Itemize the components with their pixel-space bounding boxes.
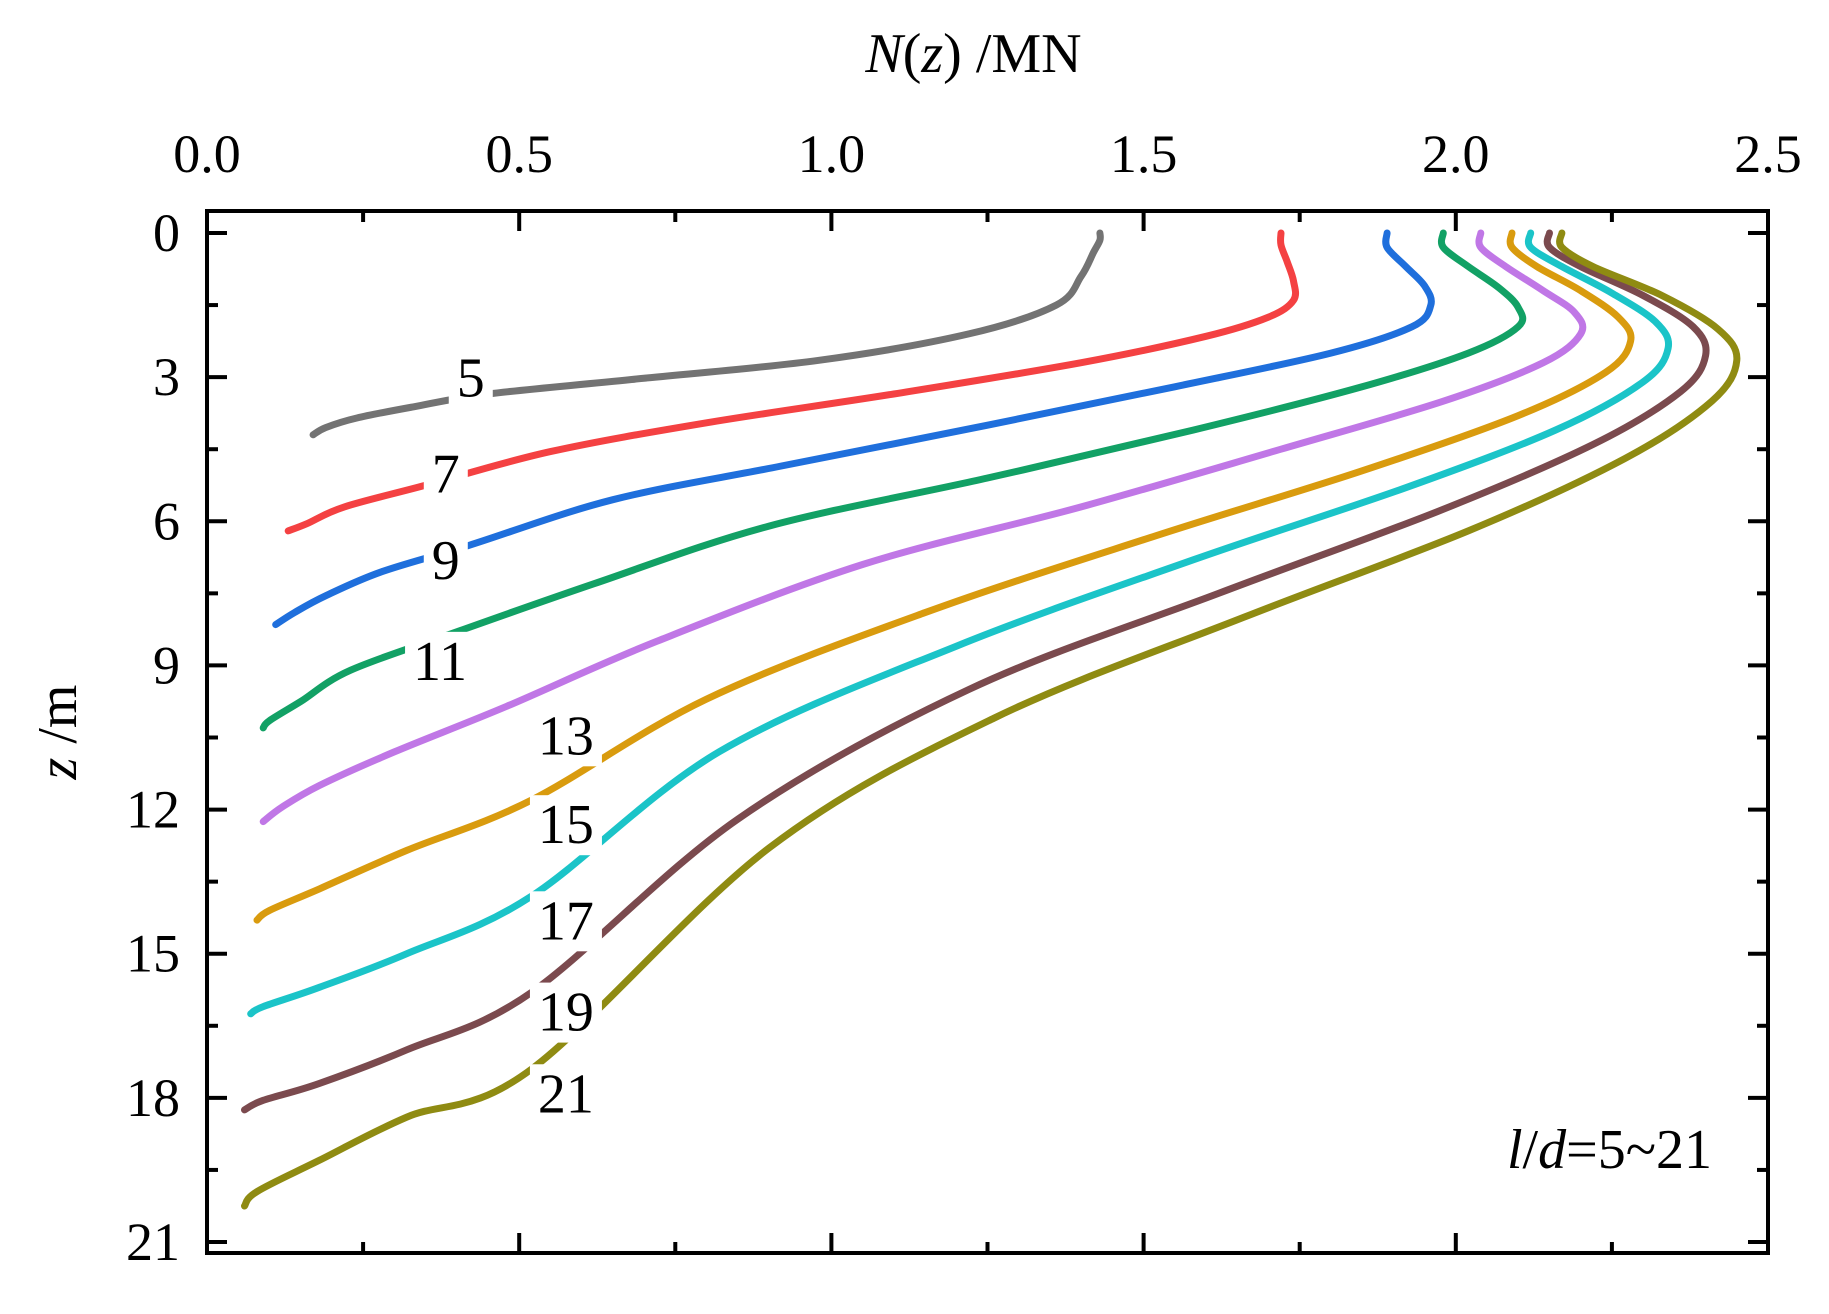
series-label-5: 5: [457, 347, 485, 409]
x-title-unit: /MN: [962, 23, 1082, 85]
y-axis-ticks: 0 3 6 9 12 15 18 21: [126, 203, 1768, 1272]
series-label-15: 15: [538, 794, 594, 856]
x-axis-ticks: 0.0 0.5 1.0 1.5 2.0 2.5: [173, 124, 1802, 1253]
series-line-9: [272, 229, 1435, 629]
x-axis-title: N(z) /MN: [864, 23, 1081, 85]
series-label-bg-19: [529, 982, 602, 1043]
y-title-unit: /m: [27, 685, 89, 758]
ratio-range-annotation: l/d=5~21: [1507, 1119, 1712, 1181]
series-label-11: 11: [413, 631, 467, 693]
series-label-bg-7: [423, 444, 468, 505]
series-lines: [241, 229, 1741, 1210]
x-title-var: N: [864, 23, 905, 85]
series-label-bg-21: [529, 1064, 602, 1125]
series-label-19: 19: [538, 982, 594, 1044]
annot-d: d: [1538, 1119, 1567, 1181]
series-label-bg-5: [448, 348, 493, 409]
series-label-17: 17: [538, 890, 594, 952]
y-title-var: z: [27, 757, 89, 780]
y-tick-label: 21: [126, 1212, 180, 1272]
plot-frame: [205, 209, 1770, 1255]
series-label-bg-13: [529, 706, 602, 767]
y-tick-label: 3: [153, 347, 180, 407]
series-label-bg-9: [423, 530, 468, 591]
series-label-bg-15: [529, 795, 602, 856]
y-tick-label: 18: [126, 1068, 180, 1128]
annot-l: l: [1507, 1119, 1523, 1181]
series-labels: 5 7 9 11 13 15 17 19 21: [405, 347, 602, 1125]
series-line-5: [309, 229, 1104, 439]
series-line-19: [241, 229, 1710, 1114]
series-label-7: 7: [432, 443, 460, 505]
series-label-21: 21: [538, 1063, 594, 1125]
x-tick-label: 1.0: [798, 124, 866, 184]
y-axis-title: z /m: [27, 685, 89, 781]
series-line-11: [259, 229, 1527, 732]
x-tick-label: 2.5: [1734, 124, 1802, 184]
series-label-13: 13: [538, 705, 594, 767]
y-tick-label: 0: [153, 203, 180, 263]
x-tick-label: 0.5: [485, 124, 553, 184]
series-line-15: [253, 229, 1635, 924]
y-tick-label: 9: [153, 635, 180, 695]
annot-rest: =5~21: [1566, 1119, 1712, 1181]
y-tick-label: 12: [126, 780, 180, 840]
series-line-17: [247, 229, 1673, 1018]
series-label-9: 9: [432, 530, 460, 592]
x-tick-label: 1.5: [1110, 124, 1178, 184]
annot-slash: /: [1523, 1119, 1539, 1181]
series-line-21: [241, 229, 1741, 1210]
y-tick-label: 15: [126, 924, 180, 984]
x-tick-label: 0.0: [173, 124, 241, 184]
series-label-bg-17: [529, 891, 602, 952]
series-line-13: [259, 229, 1587, 826]
y-tick-label: 6: [153, 491, 180, 551]
series-line-7: [284, 229, 1300, 535]
x-tick-label: 2.0: [1422, 124, 1490, 184]
x-title-arg: z: [920, 23, 943, 85]
x-title-close: ): [943, 23, 962, 85]
series-label-bg-11: [405, 631, 478, 692]
x-title-open: (: [903, 23, 922, 85]
